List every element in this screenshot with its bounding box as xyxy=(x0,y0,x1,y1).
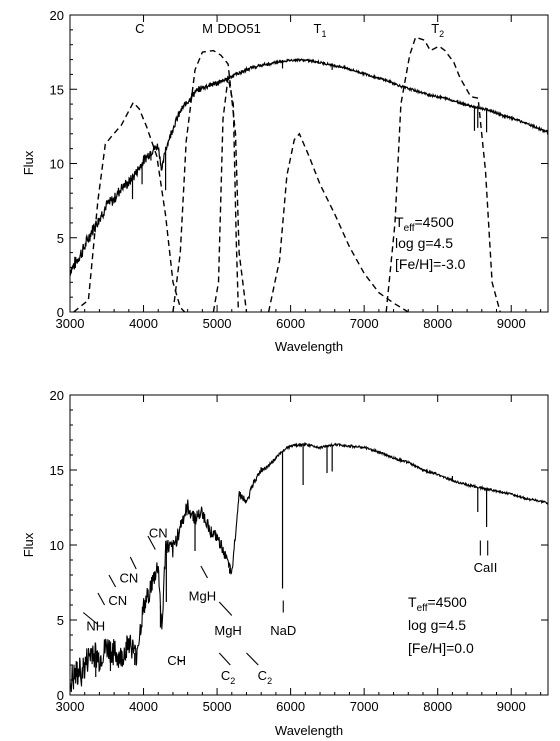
feature-marker xyxy=(177,658,183,663)
y-tick-label: 5 xyxy=(57,231,64,246)
feature-marker xyxy=(82,612,99,625)
top-x-ticks: 3000 4000 5000 6000 7000 8000 9000 xyxy=(56,15,542,331)
top-absorption-lines xyxy=(131,61,488,200)
top-feh: [Fe/H]=-3.0 xyxy=(395,256,466,272)
feature-marker xyxy=(97,592,106,606)
bottom-spectrum-line xyxy=(69,441,549,693)
feature-label: CaII xyxy=(474,560,498,575)
bottom-y-label: Flux xyxy=(21,532,36,557)
filter-curve-t2 xyxy=(385,36,501,313)
top-y-label: Flux xyxy=(21,150,36,175)
feature-label: C2 xyxy=(221,668,235,686)
y-tick-label: 10 xyxy=(50,538,64,553)
feature-label: CH xyxy=(167,653,186,668)
y-tick-label: 15 xyxy=(50,463,64,478)
feature-marker xyxy=(108,574,117,588)
y-tick-label: 0 xyxy=(57,305,64,320)
filter-label: T2 xyxy=(431,21,444,39)
x-tick-label: 9000 xyxy=(497,316,526,331)
y-tick-label: 0 xyxy=(57,688,64,703)
bottom-feature-markers xyxy=(82,535,489,666)
x-tick-label: 3000 xyxy=(56,316,85,331)
y-tick-label: 15 xyxy=(50,82,64,97)
bottom-params: Teff=4500 log g=4.5 [Fe/H]=0.0 xyxy=(408,594,474,656)
feature-label: CN xyxy=(119,571,138,586)
filter-label: M xyxy=(202,21,213,36)
feature-label: CN xyxy=(108,593,127,608)
x-tick-label: 3000 xyxy=(56,699,85,714)
x-tick-label: 6000 xyxy=(276,316,305,331)
bottom-logg: log g=4.5 xyxy=(408,617,466,633)
feature-label: C2 xyxy=(258,668,272,686)
feature-marker xyxy=(129,556,137,570)
y-tick-label: 20 xyxy=(50,388,64,403)
bottom-feh: [Fe/H]=0.0 xyxy=(408,640,474,656)
top-panel: 3000 4000 5000 6000 7000 8000 9000 0 5 10 15 20 C M… xyxy=(21,8,549,354)
bottom-x-ticks: 3000 4000 5000 6000 7000 8000 9000 xyxy=(56,395,542,714)
filter-label: C xyxy=(135,21,144,36)
feature-label: MgH xyxy=(214,623,241,638)
x-tick-label: 4000 xyxy=(129,699,158,714)
filter-label: T1 xyxy=(314,21,327,39)
x-tick-label: 5000 xyxy=(203,699,232,714)
top-filter-labels: C M DDO51 T1 T2 xyxy=(135,21,444,39)
top-spectrum-line xyxy=(69,58,549,276)
x-tick-label: 8000 xyxy=(423,699,452,714)
x-tick-label: 9000 xyxy=(497,699,526,714)
top-teff: Teff=4500 xyxy=(395,214,454,234)
x-tick-label: 7000 xyxy=(350,316,379,331)
feature-label: NH xyxy=(86,619,105,634)
y-tick-label: 20 xyxy=(50,8,64,23)
filter-curve-m xyxy=(172,49,248,313)
x-tick-label: 4000 xyxy=(129,316,158,331)
feature-label: MgH xyxy=(189,589,216,604)
top-logg: log g=4.5 xyxy=(395,235,453,251)
feature-marker xyxy=(200,565,208,579)
bottom-plot-frame xyxy=(69,394,549,696)
filter-label: DDO51 xyxy=(217,21,260,36)
feature-label: NaD xyxy=(270,623,296,638)
bottom-y-ticks: 0 5 10 15 20 xyxy=(50,388,548,703)
bottom-x-label: Wavelength xyxy=(275,723,343,738)
filter-curve-ddo51 xyxy=(212,77,240,313)
bottom-absorption-lines xyxy=(95,444,488,677)
top-x-label: Wavelength xyxy=(275,339,343,354)
feature-label: CN xyxy=(149,526,168,541)
filter-curve-c xyxy=(73,101,186,313)
x-tick-label: 5000 xyxy=(203,316,232,331)
x-tick-label: 7000 xyxy=(350,699,379,714)
bottom-panel: 3000 4000 5000 6000 7000 8000 9000 0 5 10 15 20 NH… xyxy=(21,388,549,738)
feature-marker xyxy=(218,601,233,616)
feature-marker xyxy=(147,535,156,550)
y-tick-label: 5 xyxy=(57,613,64,628)
filter-curve-t1 xyxy=(267,132,409,313)
y-tick-label: 10 xyxy=(50,157,64,172)
feature-marker xyxy=(218,652,231,666)
x-tick-label: 8000 xyxy=(423,316,452,331)
top-params: Teff=4500 log g=4.5 [Fe/H]=-3.0 xyxy=(395,214,466,272)
feature-marker xyxy=(246,652,259,666)
x-tick-label: 6000 xyxy=(276,699,305,714)
top-y-ticks: 0 5 10 15 20 xyxy=(50,8,548,320)
bottom-teff: Teff=4500 xyxy=(408,594,467,614)
